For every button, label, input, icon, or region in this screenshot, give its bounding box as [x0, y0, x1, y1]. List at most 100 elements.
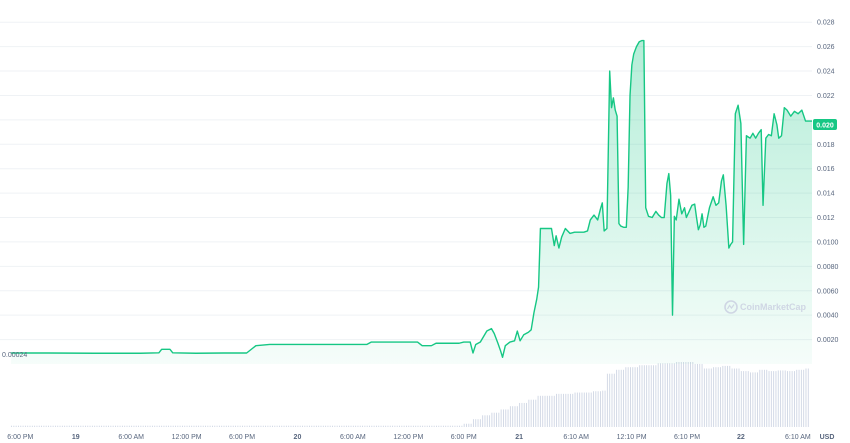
- start-value-label: 0.00024: [2, 352, 27, 359]
- volume-bar: [664, 363, 666, 427]
- volume-bar: [378, 425, 380, 427]
- volume-bar: [145, 425, 146, 427]
- volume-bar: [295, 425, 297, 427]
- volume-bar: [470, 423, 472, 427]
- volume-bar: [648, 365, 650, 427]
- volume-bar: [255, 425, 257, 427]
- volume-bar: [507, 409, 509, 427]
- volume-bar: [486, 415, 488, 427]
- volume-bar: [322, 425, 324, 427]
- volume-bar: [636, 367, 638, 427]
- volume-bar: [142, 425, 144, 427]
- volume-bar: [61, 425, 63, 427]
- volume-bar: [385, 425, 387, 427]
- volume-bar: [184, 425, 186, 427]
- volume-bar: [297, 425, 299, 427]
- volume-bar: [722, 365, 724, 427]
- volume-bar: [165, 425, 167, 427]
- volume-bar: [380, 425, 382, 427]
- volume-bar: [315, 425, 317, 427]
- volume-bar: [228, 425, 230, 427]
- volume-bar: [212, 425, 213, 427]
- volume-bar: [71, 425, 73, 427]
- volume-bar: [784, 370, 786, 427]
- volume-bar: [274, 425, 276, 427]
- volume-bar: [523, 402, 525, 427]
- volume-bar: [103, 425, 105, 427]
- volume-bar: [239, 425, 241, 427]
- volume-bar: [646, 365, 648, 427]
- volume-bar: [281, 425, 283, 427]
- volume-bar: [461, 425, 463, 427]
- volume-bar: [105, 425, 107, 427]
- volume-bar: [710, 368, 712, 427]
- x-tick-label: 6:10 PM: [674, 434, 700, 441]
- volume-bar: [752, 372, 754, 427]
- volume-bar: [777, 370, 779, 427]
- volume-bar: [609, 373, 611, 427]
- volume-bar: [45, 425, 47, 427]
- volume-bar: [350, 425, 352, 427]
- x-tick-label: 21: [515, 434, 523, 441]
- volume-bar: [15, 425, 17, 427]
- coinmarketcap-watermark: CoinMarketCap: [724, 300, 807, 314]
- volume-bar: [551, 395, 553, 427]
- volume-bar: [544, 395, 546, 427]
- volume-bar: [209, 425, 211, 427]
- volume-bar: [509, 406, 511, 427]
- volume-bar: [108, 425, 109, 427]
- volume-bar: [641, 365, 643, 427]
- volume-bar: [676, 362, 678, 427]
- volume-bar: [805, 368, 807, 427]
- volume-bar: [225, 425, 227, 427]
- volume-bar: [516, 406, 518, 427]
- volume-bar: [424, 425, 426, 427]
- volume-bar: [463, 423, 465, 427]
- volume-bar: [724, 365, 726, 427]
- volume-bar: [96, 425, 98, 427]
- volume-bar: [436, 425, 437, 427]
- volume-bar: [343, 425, 345, 427]
- volume-bar: [431, 425, 433, 427]
- volume-bar: [198, 425, 200, 427]
- x-tick-label: 20: [294, 434, 302, 441]
- volume-bar: [29, 425, 31, 427]
- y-tick-label: 0.0080: [817, 264, 839, 271]
- volume-bar: [170, 425, 172, 427]
- volume-bar: [320, 425, 322, 427]
- volume-bar: [175, 425, 176, 427]
- volume-bar: [186, 425, 188, 427]
- volume-bar: [683, 362, 685, 427]
- volume-bar: [258, 425, 260, 427]
- volume-bar: [666, 363, 668, 427]
- volume-bar: [433, 425, 435, 427]
- volume-bar: [54, 425, 56, 427]
- volume-bar: [459, 425, 461, 427]
- volume-bar: [214, 425, 216, 427]
- volume-bar: [158, 425, 160, 427]
- volume-bar: [694, 363, 696, 427]
- volume-bar: [382, 425, 384, 427]
- volume-bar: [285, 425, 287, 427]
- volume-bar: [311, 425, 313, 427]
- volume-bar: [115, 425, 116, 427]
- volume-bar: [230, 425, 232, 427]
- y-tick-label: 0.028: [817, 20, 835, 27]
- volume-bar: [639, 365, 641, 427]
- volume-bar: [745, 371, 747, 427]
- volume-bar: [768, 371, 770, 427]
- volume-bar: [375, 425, 377, 427]
- volume-bar: [43, 425, 45, 427]
- volume-bar: [655, 365, 657, 427]
- y-tick-label: 0.026: [817, 44, 835, 51]
- volume-bar: [242, 425, 243, 427]
- volume-bar: [267, 425, 269, 427]
- volume-bar: [595, 391, 597, 427]
- volume-bar: [787, 371, 788, 427]
- x-tick-label: 12:10 PM: [617, 434, 647, 441]
- y-tick-label: 0.014: [817, 191, 835, 198]
- x-axis: 6:00 PM 19 6:00 AM 12:00 PM 6:00 PM 20 6:00 AM…: [7, 434, 811, 441]
- volume-bar: [703, 368, 705, 427]
- volume-bar: [757, 372, 758, 427]
